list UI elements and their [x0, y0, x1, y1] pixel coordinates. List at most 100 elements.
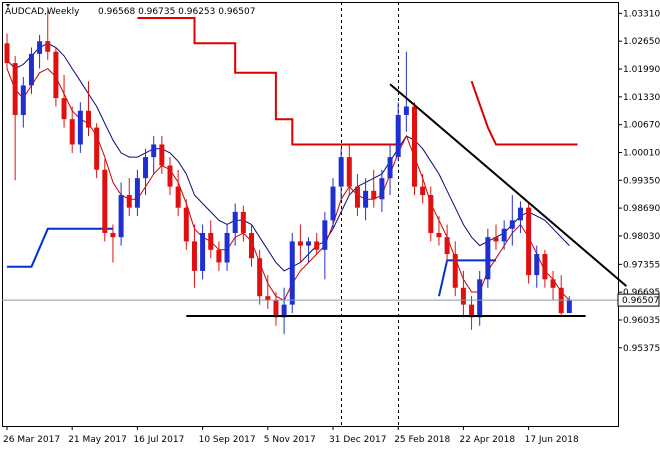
candle-body — [517, 207, 523, 221]
candle-body — [110, 232, 116, 238]
candle-body — [12, 63, 18, 115]
candle-body — [20, 85, 26, 115]
candle-body — [37, 41, 43, 54]
x-tick-label: 5 Nov 2017 — [264, 435, 316, 445]
candle-body — [224, 232, 230, 263]
candle-body — [550, 279, 556, 288]
candle-body — [53, 51, 59, 99]
x-tick-label: 31 Dec 2017 — [329, 435, 387, 445]
candle-body — [566, 300, 572, 314]
candle-body — [412, 106, 417, 187]
x-tick-label: 16 Jul 2017 — [133, 435, 184, 445]
candle-body — [403, 106, 409, 115]
candle-body — [77, 110, 83, 145]
x-tick-label: 10 Sep 2017 — [199, 435, 256, 445]
candle-body — [175, 186, 181, 208]
y-tick-label: 1.02650 — [623, 37, 660, 47]
candle-body — [167, 165, 173, 187]
x-tick-label: 25 Feb 2018 — [394, 435, 450, 445]
candle-body — [387, 157, 393, 179]
candle-body — [460, 287, 466, 305]
x-tick-label: 26 Mar 2017 — [3, 435, 60, 445]
resistance-trendline — [389, 83, 628, 287]
candle-body — [501, 228, 507, 242]
candle-body — [297, 241, 303, 246]
candle-body — [338, 157, 344, 187]
y-tick-label: 1.01990 — [623, 65, 660, 75]
x-tick-label: 22 Apr 2018 — [459, 435, 515, 445]
candle-body — [45, 41, 51, 52]
candle-body — [191, 241, 197, 271]
candle-body — [534, 254, 540, 276]
candle-body — [94, 127, 100, 170]
candle-body — [208, 232, 214, 250]
y-tick-label: 1.00670 — [623, 121, 660, 131]
candle-body — [379, 178, 385, 200]
candle-body — [257, 258, 263, 297]
y-tick-label: 1.03310 — [623, 9, 660, 19]
candles — [4, 9, 572, 335]
candle-body — [61, 98, 67, 120]
y-tick-label: 0.98030 — [623, 232, 660, 242]
y-tick-label: 0.97355 — [623, 260, 660, 270]
candle-body — [265, 296, 271, 301]
candle-body — [273, 300, 279, 318]
y-tick-label: 0.99350 — [623, 176, 660, 186]
candle-body — [126, 195, 132, 208]
chart-ohlc-readout: 0.96568 0.96735 0.96253 0.96507 — [98, 7, 255, 17]
candle-body — [289, 241, 295, 305]
candle-body — [436, 232, 442, 238]
step-line-blue — [7, 227, 113, 268]
candle-body — [542, 254, 548, 280]
candle-body — [420, 186, 426, 196]
chart-symbol-title: AUDCAD,Weekly — [5, 7, 80, 17]
x-tick-label: 17 Jun 2018 — [525, 435, 579, 445]
y-tick-label: 0.96695 — [623, 288, 660, 298]
candle-body — [134, 178, 140, 208]
chart-menu-triangle-icon — [6, 4, 10, 7]
candle-body — [118, 195, 124, 238]
candle-body — [240, 211, 246, 233]
y-tick-label: 1.01330 — [623, 93, 660, 103]
candle-body — [314, 241, 320, 250]
step-line-red-2 — [470, 80, 578, 146]
candle-body — [86, 110, 91, 128]
candle-body — [363, 190, 369, 208]
candle-body — [102, 169, 108, 233]
candle-body — [200, 232, 206, 271]
moving-average-slow — [6, 42, 570, 272]
candle-body — [485, 237, 491, 280]
candle-body — [249, 232, 254, 259]
y-tick-label: 0.98690 — [623, 204, 660, 214]
candle-body — [444, 237, 450, 255]
candle-body — [151, 144, 157, 158]
x-tick-label: 21 May 2017 — [68, 435, 127, 445]
y-tick-label: 0.96035 — [623, 316, 660, 326]
candle-body — [281, 304, 287, 318]
current-price-box — [617, 293, 660, 307]
candle-body — [4, 43, 10, 64]
candle-body — [69, 119, 75, 145]
current-price-label: 0.96507 — [622, 296, 659, 306]
candle-body — [28, 53, 34, 86]
y-tick-label: 1.00010 — [623, 148, 660, 158]
candle-body — [371, 190, 377, 200]
candle-body — [526, 207, 532, 276]
candle-body — [322, 220, 328, 250]
candle-body — [477, 279, 483, 318]
moving-average-fast — [6, 67, 570, 302]
candle-body — [452, 254, 458, 288]
candle-body — [183, 207, 189, 242]
candle-body — [395, 114, 401, 158]
candle-body — [493, 237, 499, 242]
candle-body — [428, 195, 434, 233]
candle-body — [330, 186, 336, 221]
candle-body — [159, 144, 165, 166]
candle-body — [143, 157, 149, 179]
step-line-red — [137, 17, 399, 146]
candle-body — [469, 304, 475, 318]
candle-body — [306, 241, 312, 246]
candle-body — [509, 220, 515, 229]
